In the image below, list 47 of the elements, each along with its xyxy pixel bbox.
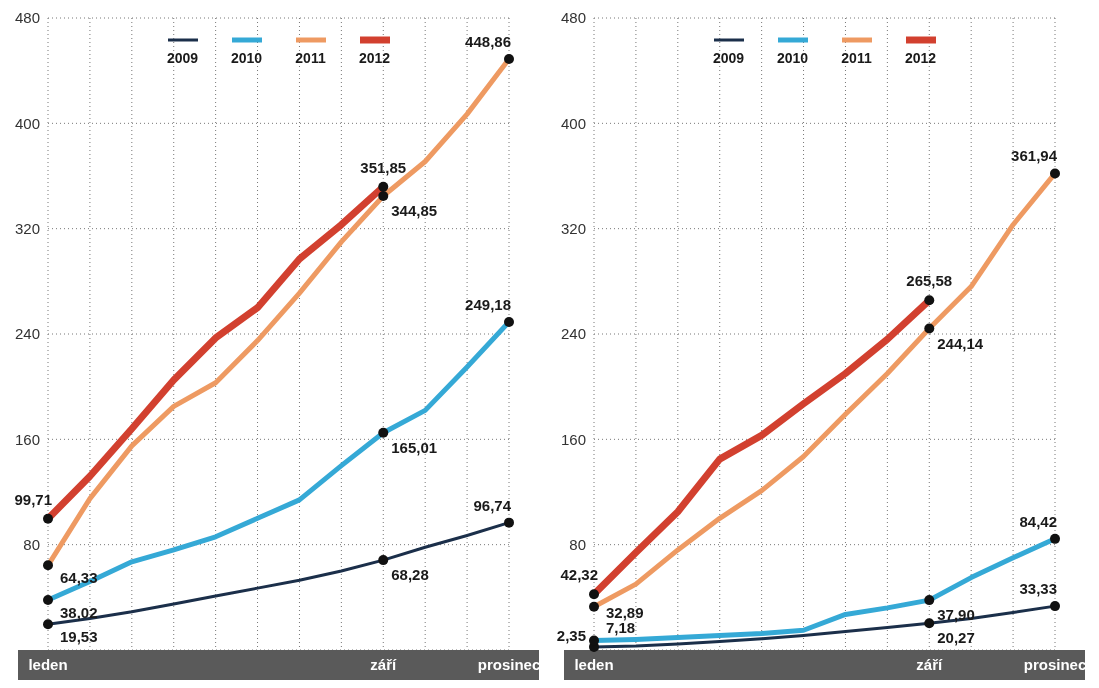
data-label: 64,33 [60,569,98,587]
data-label: 2,35 [556,626,586,644]
x-tick-label: prosinec [477,656,541,673]
data-label: 265,58 [906,272,953,290]
data-label: 361,94 [1011,147,1058,165]
data-label: 32,89 [606,603,644,621]
data-label: 42,32 [560,566,598,584]
data-label: 351,85 [360,158,407,176]
y-tick-label: 400 [560,114,586,132]
data-label: 20,27 [937,629,975,647]
legend-label: 2010 [230,50,263,66]
y-tick-label: 160 [560,430,586,448]
x-tick-label: leden [574,656,614,673]
x-tick-label: září [916,656,944,673]
data-label: 448,86 [465,33,511,50]
y-tick-label: 240 [560,325,586,343]
y-tick-label: 480 [560,9,586,27]
y-tick-label: 240 [14,325,40,343]
y-tick-label: 400 [14,114,40,132]
data-label: 96,74 [473,496,512,514]
legend-label: 2011 [295,50,326,66]
data-label: 244,14 [937,334,984,352]
y-tick-label: 80 [23,535,40,553]
legend-label: 2011 [841,50,872,66]
data-label: 249,18 [465,295,511,313]
data-label: 99,71 [14,490,52,508]
data-label: 19,53 [60,628,98,646]
x-tick-label: prosinec [1023,656,1087,673]
x-tick-label: leden [28,656,68,673]
data-label: 165,01 [391,438,438,456]
y-tick-label: 480 [14,9,40,27]
data-label: 344,85 [391,201,438,219]
data-label: 38,02 [60,603,98,621]
y-tick-label: 320 [14,219,40,237]
data-label: 37,90 [937,606,975,624]
x-tick-label: září [370,656,398,673]
legend-label: 2009 [166,50,199,66]
y-tick-label: 320 [560,219,586,237]
data-label: 68,28 [391,566,429,584]
legend-label: 2012 [358,50,391,66]
data-label: 84,42 [1019,512,1057,530]
legend-label: 2009 [712,50,745,66]
y-tick-label: 160 [14,430,40,448]
data-label: 33,33 [1019,580,1057,598]
legend-label: 2010 [776,50,809,66]
legend-label: 2012 [904,50,937,66]
y-tick-label: 80 [569,535,586,553]
